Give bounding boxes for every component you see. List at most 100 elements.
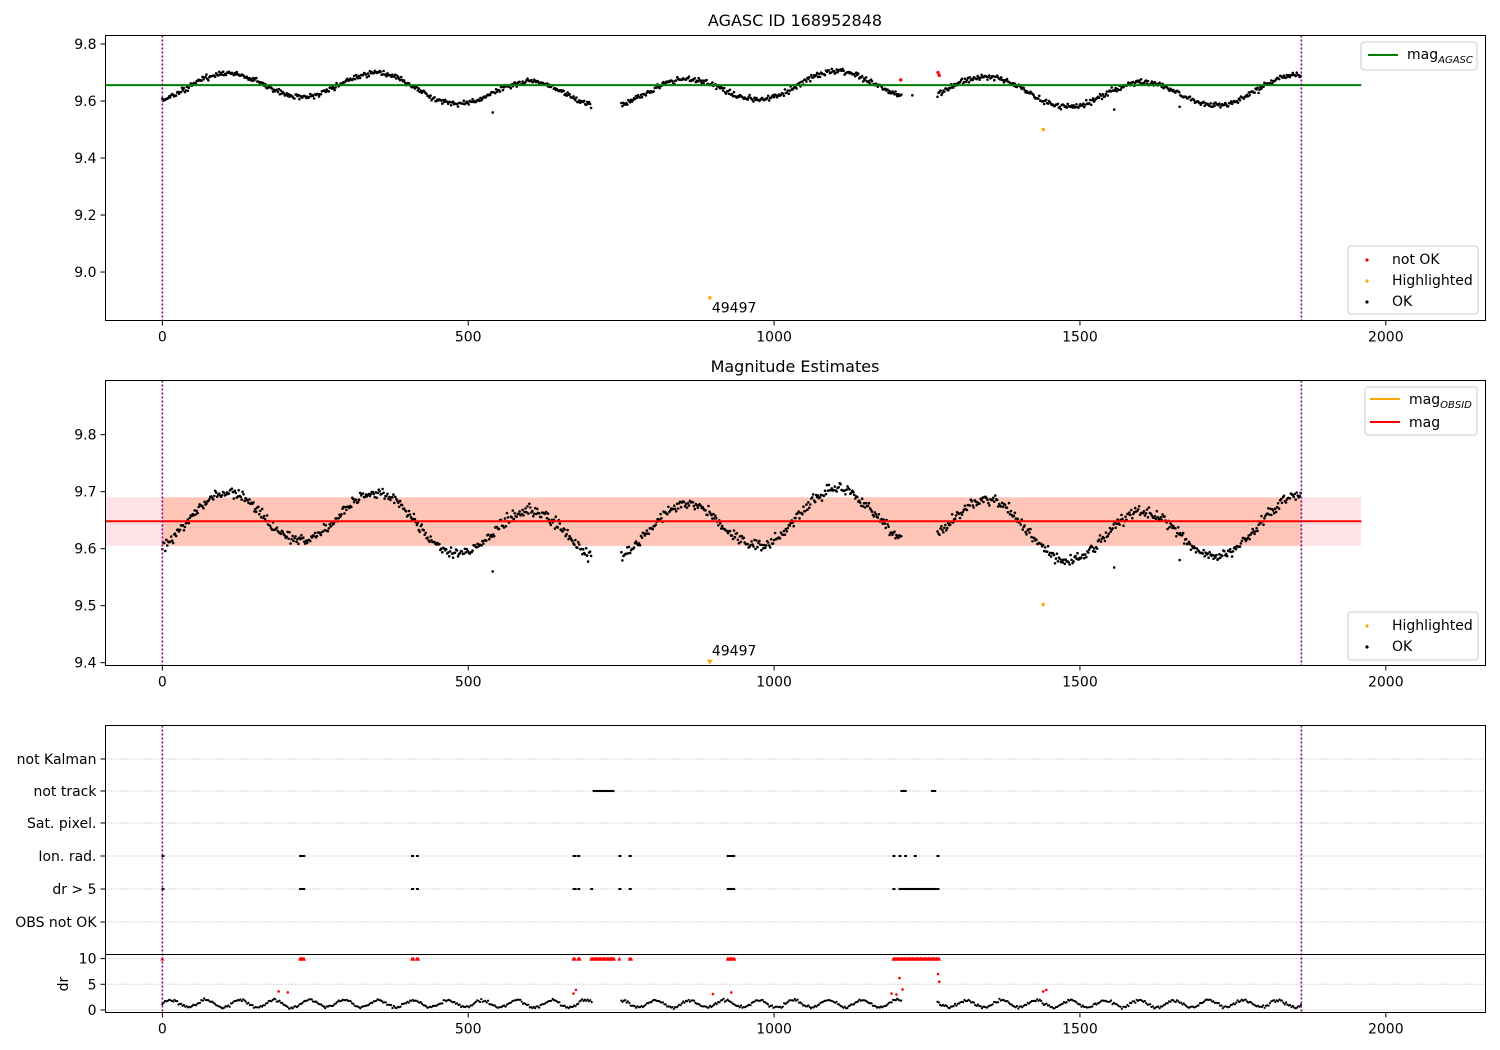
ok-point <box>1091 97 1095 100</box>
ok-point <box>456 555 460 558</box>
ok-point <box>1007 501 1011 505</box>
ok-point <box>441 102 444 105</box>
ok-point <box>836 70 839 74</box>
ok-point <box>795 87 798 90</box>
dr-point <box>1151 1005 1154 1008</box>
ok-point <box>1154 517 1158 520</box>
dr-point <box>458 1003 461 1006</box>
dr-point <box>1280 999 1284 1002</box>
dr-point <box>1268 1002 1271 1005</box>
ok-point <box>854 74 857 78</box>
ok-point <box>880 85 884 89</box>
ok-point <box>1042 102 1046 106</box>
ok-point <box>862 502 866 505</box>
ok-point <box>445 100 449 103</box>
ok-point <box>633 97 637 101</box>
ok-point <box>788 524 792 527</box>
ok-point <box>525 511 528 514</box>
dr-point <box>392 1004 395 1008</box>
ok-point <box>809 503 812 506</box>
ok-point <box>1142 509 1146 513</box>
y-tick-label: 9.4 <box>74 151 96 167</box>
ok-point <box>993 500 996 503</box>
dr-red-point <box>890 992 893 995</box>
ok-point <box>797 510 800 513</box>
ok-point <box>224 73 228 77</box>
dr-point <box>968 999 971 1002</box>
ok-point <box>268 524 272 528</box>
ok-point <box>625 552 628 555</box>
ok-point <box>1208 550 1211 554</box>
dr-tick-label: 0 <box>88 1003 97 1019</box>
ok-point <box>678 500 682 504</box>
flag-row-labels: not Kalman not track Sat. pixel. Ion. rad. d… <box>15 752 97 931</box>
dr-point <box>1171 999 1175 1002</box>
ok-point <box>501 88 505 92</box>
ok-point <box>765 544 768 547</box>
ok-point <box>498 90 502 93</box>
ok-point <box>491 111 495 114</box>
ok-point <box>672 507 675 511</box>
flag-marker <box>619 887 622 891</box>
panel2-annotation: 49497 <box>712 644 757 660</box>
ok-point <box>515 515 518 519</box>
x-tick-label: 1000 <box>756 330 792 346</box>
ok-point <box>1184 537 1188 541</box>
ok-point <box>1060 558 1064 562</box>
ok-point <box>231 490 235 494</box>
ok-point <box>1035 538 1038 541</box>
ok-point <box>642 532 646 535</box>
ok-point <box>685 506 689 510</box>
ok-point <box>257 505 260 509</box>
x-tick-label: 500 <box>455 1022 482 1038</box>
ok-point <box>589 106 593 110</box>
dr-red-point <box>277 990 280 993</box>
dr-point <box>352 1002 355 1005</box>
dr-clipped-point <box>617 956 622 961</box>
ok-point <box>502 526 506 529</box>
ok-point <box>310 536 314 539</box>
ok-point <box>169 535 173 538</box>
ok-point <box>234 491 238 495</box>
ok-point <box>372 71 376 75</box>
ok-point <box>1041 543 1045 547</box>
ok-point <box>947 521 950 525</box>
dr-point <box>527 1003 530 1006</box>
ok-point <box>352 500 356 504</box>
ok-point <box>509 86 513 90</box>
ok-point <box>1188 95 1192 98</box>
ok-point <box>1291 71 1295 75</box>
y-tick-label: 9.0 <box>74 265 96 281</box>
ok-point <box>832 488 836 492</box>
ok-point <box>888 533 891 537</box>
ok-point <box>788 89 792 92</box>
dr-point <box>1276 1000 1280 1003</box>
ok-point <box>1218 552 1221 556</box>
ok-point <box>514 81 517 85</box>
ok-point <box>1122 524 1125 527</box>
ok-point <box>1089 103 1093 106</box>
ok-point <box>1109 530 1113 533</box>
dr-point <box>1040 999 1043 1003</box>
ok-point <box>1156 515 1159 519</box>
ok-point <box>654 523 657 527</box>
ok-point <box>827 483 831 487</box>
dr-point <box>1272 999 1276 1002</box>
dr-point <box>644 1003 647 1006</box>
ok-point <box>426 536 429 539</box>
ok-point <box>545 516 549 520</box>
dr-point <box>567 1007 570 1010</box>
ok-point <box>817 72 821 76</box>
flag-marker <box>733 854 736 858</box>
ok-point <box>505 511 509 515</box>
ok-point <box>823 489 827 493</box>
dr-point <box>1119 1005 1122 1008</box>
ok-point <box>861 505 865 508</box>
ok-point <box>510 516 514 519</box>
dr-point <box>1075 1000 1078 1004</box>
ok-point <box>761 96 764 100</box>
ok-point <box>270 87 274 90</box>
ok-point <box>259 509 262 513</box>
ok-point <box>706 513 709 517</box>
ok-point <box>1033 536 1036 540</box>
